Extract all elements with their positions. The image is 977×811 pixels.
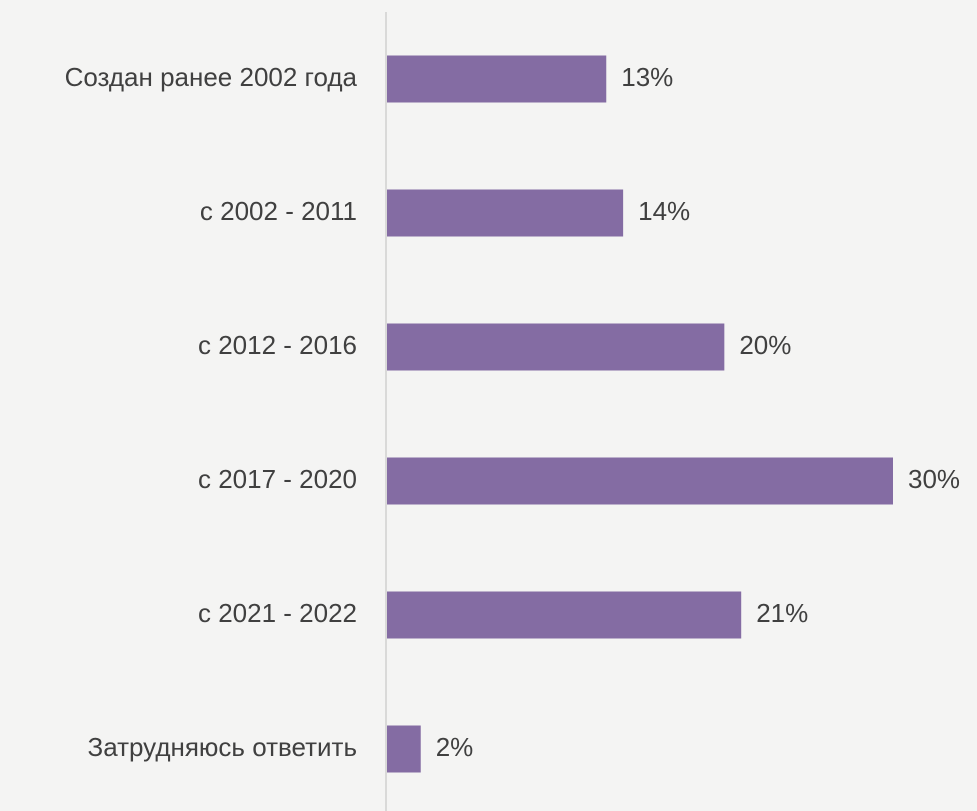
value-label: 14% — [638, 196, 690, 226]
category-label: с 2021 - 2022 — [198, 598, 357, 628]
category-label: с 2002 - 2011 — [200, 196, 357, 226]
category-label: с 2012 - 2016 — [198, 330, 357, 360]
value-label: 21% — [756, 598, 808, 628]
category-label: Затрудняюсь ответить — [88, 732, 357, 762]
value-label: 2% — [436, 732, 474, 762]
category-label: с 2017 - 2020 — [198, 464, 357, 494]
bar — [387, 189, 624, 237]
bar — [387, 55, 607, 103]
value-label: 13% — [621, 62, 673, 92]
value-label: 30% — [908, 464, 960, 494]
bar — [387, 457, 893, 505]
bar — [387, 591, 742, 639]
bar — [387, 323, 725, 371]
bar — [387, 725, 421, 773]
value-label: 20% — [739, 330, 791, 360]
category-label: Создан ранее 2002 года — [65, 62, 358, 92]
